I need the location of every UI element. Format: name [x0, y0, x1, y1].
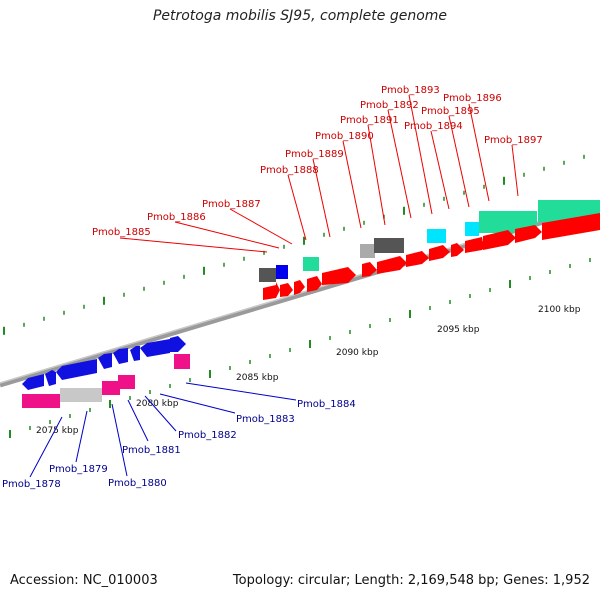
gene-arrow [170, 336, 186, 352]
gene-label: Pmob_1881 [122, 445, 181, 456]
gene-label: Pmob_1893 [381, 85, 440, 96]
gene-feature [22, 394, 60, 408]
gene-label: Pmob_1895 [421, 106, 480, 117]
gene-label: Pmob_1888 [260, 165, 319, 176]
map-title: Petrotoga mobilis SJ95, complete genome [152, 8, 448, 24]
gene-feature [102, 381, 120, 395]
gene-arrow [542, 213, 600, 240]
gene-label: Pmob_1878 [2, 479, 61, 490]
kbp-labels: 2075 kbp 2080 kbp 2085 kbp 2090 kbp 2095… [36, 305, 581, 436]
gene-arrow [451, 243, 464, 257]
reverse-strand-genes [22, 336, 190, 408]
gene-label: Pmob_1880 [108, 478, 167, 489]
gene-feature [276, 265, 288, 279]
gene-feature [303, 257, 319, 271]
kbp-label: 2085 kbp [236, 373, 279, 383]
accession-text: Accession: NC_010003 [10, 573, 158, 588]
kbp-label: 2095 kbp [437, 325, 480, 335]
gene-arrow [98, 353, 112, 369]
kbp-label: 2090 kbp [336, 348, 379, 358]
gene-arrow [465, 237, 488, 253]
gene-arrow [22, 374, 44, 390]
genome-summary-text: Topology: circular; Length: 2,169,548 bp… [232, 573, 590, 588]
forward-strand-genes [259, 200, 600, 300]
gene-label: Pmob_1897 [484, 135, 543, 146]
gene-label: Pmob_1889 [285, 149, 344, 160]
gene-arrow [429, 245, 450, 261]
gene-label: Pmob_1882 [178, 430, 237, 441]
gene-arrow [294, 280, 305, 295]
gene-arrow [406, 251, 429, 267]
gene-arrow [515, 225, 542, 243]
gene-label: Pmob_1886 [147, 212, 206, 223]
gene-arrow [483, 230, 516, 250]
gene-arrow [45, 370, 56, 386]
gene-arrow [130, 346, 140, 361]
gene-label: Pmob_1896 [443, 93, 502, 104]
gene-arrow [322, 267, 356, 285]
top-gene-labels: Pmob_1885 Pmob_1886 Pmob_1887 Pmob_1888 … [92, 85, 543, 238]
gene-feature [60, 388, 102, 402]
gene-arrow [263, 282, 280, 300]
gene-feature [427, 229, 446, 243]
gene-label: Pmob_1883 [236, 414, 295, 425]
gene-label: Pmob_1879 [49, 464, 108, 475]
gene-feature [259, 268, 276, 282]
gene-arrow [140, 339, 170, 357]
gene-label: Pmob_1887 [202, 199, 261, 210]
gene-feature [374, 238, 404, 253]
bottom-gene-labels: Pmob_1878 Pmob_1879 Pmob_1880 Pmob_1881 … [2, 399, 356, 490]
gene-label: Pmob_1892 [360, 100, 419, 111]
gene-feature [118, 375, 135, 389]
gene-label: Pmob_1890 [315, 131, 374, 142]
gene-feature [465, 222, 479, 236]
gene-label: Pmob_1894 [404, 121, 463, 132]
gene-arrow [113, 348, 128, 364]
scale-ticks [3, 154, 591, 438]
kbp-label: 2080 kbp [136, 399, 179, 409]
gene-arrow [307, 276, 322, 292]
kbp-label: 2075 kbp [36, 426, 79, 436]
gene-feature [174, 354, 190, 369]
gene-arrow [377, 256, 407, 274]
gene-label: Pmob_1885 [92, 227, 151, 238]
kbp-label: 2100 kbp [538, 305, 581, 315]
gene-feature [360, 244, 375, 258]
gene-label: Pmob_1884 [297, 399, 356, 410]
gene-arrow [56, 359, 97, 380]
gene-label: Pmob_1891 [340, 115, 399, 126]
gene-arrow [362, 262, 377, 277]
bottom-leader-lines [29, 382, 297, 478]
top-leader-lines [119, 94, 519, 253]
gene-arrow [280, 283, 293, 297]
